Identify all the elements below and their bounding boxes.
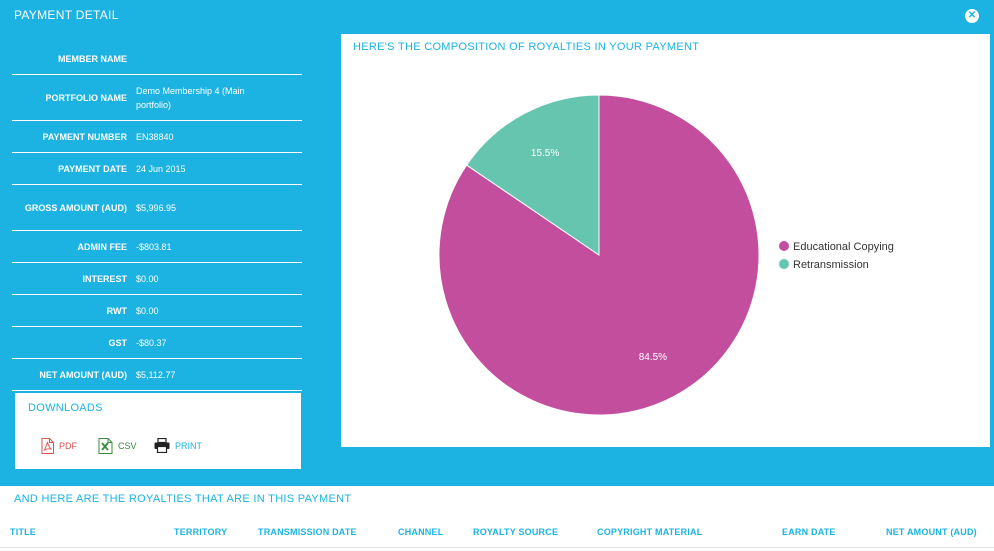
downloads-title: DOWNLOADS (28, 402, 103, 414)
detail-row-net-amount: NET AMOUNT (AUD) $5,112.77 (12, 359, 302, 391)
detail-row-payment-date: PAYMENT DATE 24 Jun 2015 (12, 153, 302, 185)
detail-row-rwt: RWT $0.00 (12, 295, 302, 327)
column-header-channel[interactable]: CHANNEL (398, 527, 444, 537)
detail-label: ADMIN FEE (77, 241, 128, 252)
pie-slice-label-retransmission: 15.5% (531, 148, 559, 159)
modal-header: PAYMENT DETAIL ✕ (0, 0, 994, 30)
royalties-panel: AND HERE ARE THE ROYALTIES THAT ARE IN T… (0, 486, 994, 551)
detail-row-gross-amount: GROSS AMOUNT (AUD) $5,996.95 (12, 185, 302, 231)
detail-label: PAYMENT DATE (58, 163, 127, 174)
detail-value: 24 Jun 2015 (136, 163, 186, 174)
pie-chart: 84.5% 15.5% Educational Copying Retransmiss… (438, 94, 894, 416)
legend-label-retransmission[interactable]: Retransmission (793, 259, 869, 271)
detail-value: $5,996.95 (136, 202, 177, 213)
print-link[interactable]: PRINT (154, 438, 202, 453)
detail-value: Demo Membership 4 (Main portfolio) (136, 85, 245, 110)
column-header-territory[interactable]: TERRITORY (174, 527, 228, 537)
legend-marker-educational-copying[interactable] (779, 241, 789, 251)
royalty-composition-panel: HERE'S THE COMPOSITION OF ROYALTIES IN Y… (341, 34, 990, 447)
detail-label: INTEREST (82, 273, 127, 284)
pie-slice-label-educational-copying: 84.5% (639, 352, 667, 363)
detail-value: -$80.37 (136, 337, 167, 348)
pdf-icon (41, 438, 54, 454)
royalties-title: AND HERE ARE THE ROYALTIES THAT ARE IN T… (14, 493, 352, 505)
detail-row-payment-number: PAYMENT NUMBER EN38840 (12, 121, 302, 153)
detail-row-gst: GST -$80.37 (12, 327, 302, 359)
download-csv-link[interactable]: CSV (98, 438, 137, 454)
detail-label: GST (108, 337, 127, 348)
excel-icon (98, 438, 113, 454)
print-label: PRINT (175, 440, 202, 451)
detail-value: $0.00 (136, 273, 159, 284)
detail-label: MEMBER NAME (58, 54, 127, 64)
modal-title: PAYMENT DETAIL (14, 8, 119, 22)
downloads-panel: DOWNLOADS PDF CSV PRINT (15, 393, 301, 469)
download-pdf-label: PDF (59, 441, 77, 451)
printer-icon (154, 438, 170, 453)
pie-slice-retransmission[interactable] (465, 94, 600, 256)
detail-value: $5,112.77 (136, 369, 176, 380)
column-header-earn-date[interactable]: EARN DATE (782, 527, 836, 537)
download-pdf-link[interactable]: PDF (41, 438, 77, 454)
detail-label: RWT (106, 305, 127, 316)
column-header-royalty-source[interactable]: ROYALTY SOURCE (473, 527, 559, 537)
legend-label-educational-copying[interactable]: Educational Copying (793, 241, 894, 253)
detail-row-admin-fee: ADMIN FEE -$803.81 (12, 231, 302, 263)
column-header-net-amount[interactable]: NET AMOUNT (AUD) (886, 527, 977, 537)
legend-marker-retransmission[interactable] (779, 259, 789, 269)
detail-value: -$803.81 (136, 241, 172, 252)
column-header-copyright-material[interactable]: COPYRIGHT MATERIAL (597, 527, 703, 537)
detail-row-portfolio-name: PORTFOLIO NAME Demo Membership 4 (Main p… (12, 75, 302, 121)
payment-detail-table: MEMBER NAME PORTFOLIO NAME Demo Membersh… (12, 44, 302, 391)
detail-row-interest: INTEREST $0.00 (12, 263, 302, 295)
close-icon[interactable]: ✕ (965, 9, 979, 23)
chart-title: HERE'S THE COMPOSITION OF ROYALTIES IN Y… (353, 41, 700, 53)
detail-label: NET AMOUNT (AUD) (39, 369, 127, 380)
detail-label: GROSS AMOUNT (AUD) (24, 202, 127, 213)
detail-value: EN38840 (136, 131, 174, 142)
column-header-title[interactable]: TITLE (10, 527, 36, 537)
detail-row-member-name: MEMBER NAME (12, 44, 302, 75)
download-csv-label: CSV (118, 441, 137, 451)
detail-label: PORTFOLIO NAME (45, 92, 128, 103)
detail-label: PAYMENT NUMBER (42, 131, 127, 142)
detail-value: $0.00 (136, 305, 159, 316)
table-divider (0, 547, 994, 548)
column-header-transmission-date[interactable]: TRANSMISSION DATE (258, 527, 357, 537)
